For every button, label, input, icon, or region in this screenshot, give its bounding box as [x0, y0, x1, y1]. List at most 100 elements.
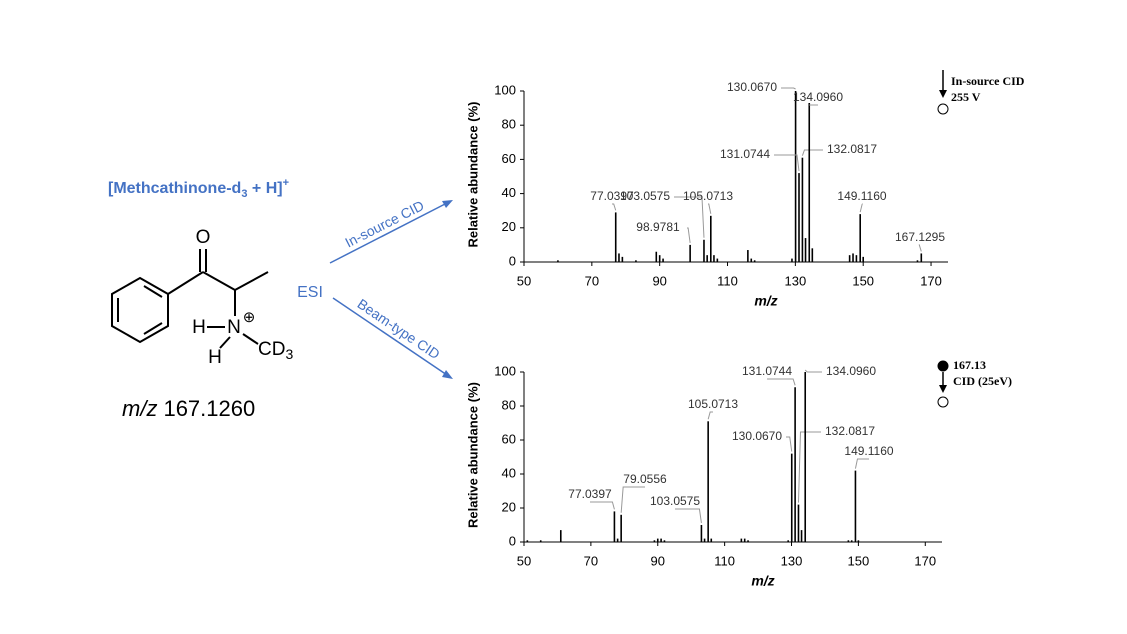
methyl: CD	[258, 339, 285, 360]
leader-line	[675, 508, 702, 524]
leader-line	[854, 458, 869, 469]
title-part: 3	[241, 188, 247, 200]
x-tick-label: 70	[585, 273, 599, 288]
leader-line	[786, 436, 793, 452]
bond	[234, 271, 269, 291]
y-tick-label: 60	[502, 151, 516, 166]
x-tick-label: 170	[920, 273, 942, 288]
y-tick-label: 100	[494, 82, 516, 97]
peak-label: 132.0817	[827, 142, 877, 156]
x-axis-title: m/z	[754, 293, 777, 309]
leader-line	[774, 154, 800, 172]
x-tick-label: 130	[781, 553, 803, 568]
arrowhead	[442, 370, 453, 379]
peak-label: 132.0817	[825, 424, 875, 438]
mz-text: m/z 167.1260	[122, 396, 255, 421]
leader-line	[708, 203, 712, 214]
peak-label: 131.0744	[720, 147, 770, 161]
ionization: ESI	[297, 284, 323, 301]
x-tick-label: 90	[652, 273, 666, 288]
leader-line	[674, 196, 705, 238]
leader-line	[707, 411, 713, 420]
peak-label: 149.1160	[837, 189, 886, 203]
leader-line	[590, 501, 615, 510]
x-tick-label: 50	[517, 273, 531, 288]
title-part: +	[283, 177, 289, 189]
x-tick-label: 50	[517, 553, 531, 568]
arrow	[332, 297, 448, 376]
peak-label: 77.0397	[590, 189, 634, 203]
leader-line	[612, 203, 617, 211]
bond	[167, 271, 204, 295]
ion-title: [Methcathinone-d3 + H]+	[108, 177, 289, 200]
leader-line	[859, 203, 863, 213]
leader-line	[801, 149, 823, 156]
peak-label: 105.0713	[688, 397, 738, 411]
atom-label: CD3	[258, 339, 293, 362]
y-tick-label: 80	[502, 117, 516, 132]
x-tick-label: 170	[914, 553, 936, 568]
precursor-ion	[937, 360, 949, 372]
bond	[143, 285, 163, 298]
peak-label: 167.1295	[895, 230, 945, 244]
peak-label: 131.0744	[742, 364, 792, 378]
y-tick-label: 60	[502, 431, 516, 446]
y-tick-label: 0	[509, 253, 516, 268]
x-axis-title: m/z	[751, 573, 774, 589]
charge: ⊕	[243, 309, 256, 326]
peak-label: 130.0670	[727, 80, 777, 94]
y-tick-label: 40	[502, 465, 516, 480]
x-tick-label: 110	[714, 553, 735, 568]
peak-label: 79.0556	[623, 472, 667, 486]
bond	[219, 336, 231, 349]
x-tick-label: 130	[785, 273, 807, 288]
product-ion	[937, 103, 949, 115]
molecule	[111, 249, 269, 349]
bond	[143, 322, 163, 335]
benzene-ring	[111, 276, 169, 344]
mz-value: 167.1260	[163, 396, 255, 421]
arrowhead	[939, 90, 947, 98]
subscript: 3	[285, 346, 293, 362]
annotation: CID (25eV)	[953, 374, 1012, 388]
annotation: In-source CID	[951, 74, 1025, 88]
peak-label: 130.0670	[732, 429, 782, 443]
leader-line	[781, 87, 796, 90]
y-tick-label: 40	[502, 185, 516, 200]
peak-label: 105.0713	[683, 189, 733, 203]
path-label: In-source CID	[342, 197, 426, 250]
x-tick-label: 70	[584, 553, 598, 568]
peak-label: 98.9781	[636, 220, 680, 234]
y-tick-label: 0	[509, 533, 516, 548]
leader-line	[804, 369, 822, 373]
y-axis-title: Relative abundance (%)	[465, 102, 480, 248]
y-tick-label: 20	[502, 499, 516, 514]
x-tick-label: 110	[717, 273, 738, 288]
peak-label: 134.0960	[826, 364, 876, 378]
title-part: [Methcathinone-d	[108, 180, 241, 197]
product-ion	[937, 396, 949, 408]
annotation: 167.13	[953, 358, 986, 372]
peak-label: 77.0397	[568, 487, 612, 501]
leader-line	[620, 486, 645, 513]
y-tick-label: 20	[502, 219, 516, 234]
y-tick-label: 100	[494, 363, 516, 378]
mz-label: m/z	[122, 396, 157, 421]
atom-label: H	[192, 317, 206, 338]
leader-line	[687, 227, 691, 243]
y-tick-label: 80	[502, 397, 516, 412]
atom-label: N	[227, 317, 241, 338]
title-part: + H]	[247, 180, 282, 197]
atom-label: H	[208, 347, 222, 368]
annotation: 255 V	[951, 90, 981, 104]
leader-line	[918, 244, 922, 252]
peak-label: 149.1160	[844, 444, 893, 458]
x-tick-label: 150	[848, 553, 870, 568]
x-tick-label: 90	[651, 553, 665, 568]
peak-label: 103.0575	[650, 494, 700, 508]
path-label: Beam-type CID	[355, 296, 443, 363]
peak-label: 103.0575	[620, 189, 670, 203]
atom-label: O	[196, 227, 211, 248]
y-axis-title: Relative abundance (%)	[465, 382, 480, 528]
